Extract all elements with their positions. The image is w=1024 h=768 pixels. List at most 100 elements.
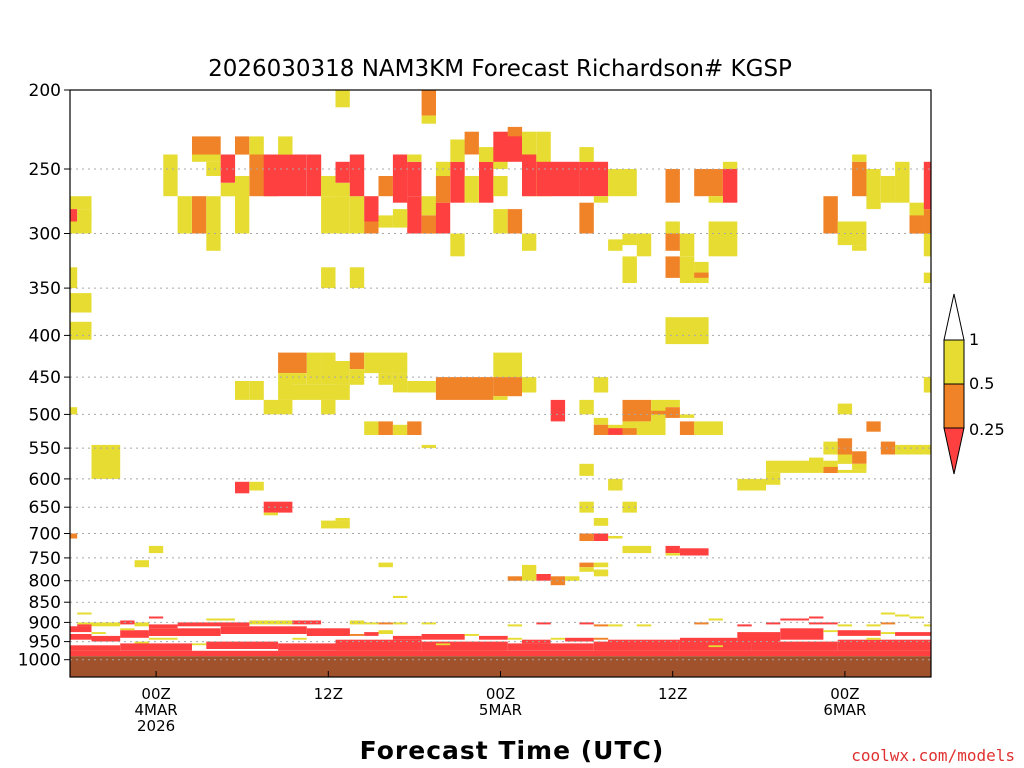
cell-173 [737, 478, 766, 491]
ytick-label-550: 550 [29, 439, 61, 459]
xtick-label-4-1: 6MAR [823, 701, 866, 719]
cell-0 [70, 196, 92, 210]
cell-226 [378, 622, 393, 625]
cell-144 [636, 421, 666, 435]
cell-223 [292, 620, 322, 625]
cell-73 [579, 147, 594, 162]
cell-93 [722, 161, 738, 169]
cell-53 [421, 115, 436, 124]
cell-92 [722, 169, 738, 203]
cell-171 [766, 460, 809, 473]
cell-13 [177, 196, 192, 234]
cell-4 [70, 267, 78, 289]
cell-202 [579, 562, 594, 568]
cell-216 [77, 624, 92, 627]
cell-34 [349, 154, 365, 197]
cell-180 [263, 512, 278, 516]
cell-67 [507, 209, 523, 234]
cell-78 [608, 239, 623, 251]
cell-266 [737, 632, 781, 644]
cell-85 [665, 256, 680, 278]
cell-2 [77, 209, 92, 222]
cell-264 [608, 639, 680, 644]
cell-203 [579, 567, 594, 572]
ground-layer [70, 656, 931, 677]
cell-215 [77, 622, 92, 625]
cell-245 [91, 632, 106, 634]
cell-71 [579, 161, 609, 197]
cell-199 [536, 574, 551, 581]
cell-224 [349, 620, 365, 625]
legend-label-2: 0.25 [969, 420, 1005, 439]
cell-195 [378, 562, 393, 568]
cell-113 [292, 373, 307, 385]
cell-17 [192, 154, 221, 162]
ytick-label-500: 500 [29, 405, 61, 425]
cell-244 [70, 634, 92, 640]
cell-139 [608, 428, 623, 435]
cell-45 [407, 196, 422, 234]
cell-63 [507, 126, 523, 137]
cell-263 [593, 637, 609, 640]
cell-258 [479, 635, 508, 640]
cell-240 [866, 624, 881, 627]
cell-8 [91, 444, 121, 455]
cell-66 [493, 209, 508, 234]
cell-269 [837, 630, 881, 636]
cell-110 [235, 381, 250, 400]
cell-90 [665, 169, 680, 203]
y-axis: 200 250 300 350 400 450 500 550 600 650 700 750 8008… [18, 81, 70, 671]
cell-100 [895, 161, 910, 203]
cell-118 [335, 384, 350, 400]
cell-186 [579, 533, 594, 541]
cell-231 [579, 622, 594, 625]
cell-214 [809, 616, 824, 619]
cell-119 [321, 352, 336, 385]
cell-270 [880, 632, 896, 634]
cell-209 [880, 612, 896, 615]
cell-218 [120, 620, 135, 625]
cell-287 [292, 637, 307, 640]
cell-35 [335, 90, 350, 108]
ytick-label-800: 800 [29, 572, 61, 592]
cell-28 [278, 136, 293, 155]
cell-281 [593, 641, 680, 651]
cell-102 [909, 215, 924, 234]
cell-276 [206, 641, 279, 649]
cell-169 [823, 466, 838, 473]
gridlines [70, 168, 931, 661]
cell-267 [780, 628, 824, 640]
cell-80 [636, 233, 652, 257]
credit-link[interactable]: coolwx.com/models [851, 746, 1015, 765]
cell-43 [421, 196, 436, 216]
cell-131 [522, 377, 537, 393]
cell-156 [392, 424, 408, 435]
cell-108 [923, 272, 931, 283]
cell-109 [665, 317, 709, 345]
cell-126 [392, 373, 408, 393]
cell-64 [522, 131, 537, 162]
cell-10 [70, 533, 78, 539]
cell-122 [364, 352, 408, 374]
cell-290 [866, 637, 881, 640]
cell-134 [593, 377, 609, 393]
xtick-label-0-2: 2026 [137, 717, 175, 735]
cell-146 [665, 399, 680, 408]
cell-234 [636, 624, 652, 627]
cell-54 [450, 161, 465, 203]
cell-104 [923, 209, 931, 234]
cell-271 [895, 632, 931, 636]
cell-142 [622, 399, 652, 422]
cell-228 [421, 622, 436, 625]
legend-label-0: 1 [969, 330, 979, 349]
cell-27 [306, 154, 322, 197]
cell-162 [923, 444, 931, 455]
ytick-label-450: 450 [29, 368, 61, 388]
cell-227 [392, 622, 408, 625]
cell-145 [651, 410, 666, 415]
cell-97 [852, 154, 867, 162]
xtick-label-3-0: 12Z [658, 685, 687, 703]
cell-47 [392, 209, 408, 228]
cell-106 [837, 221, 867, 246]
cell-103 [923, 161, 931, 210]
